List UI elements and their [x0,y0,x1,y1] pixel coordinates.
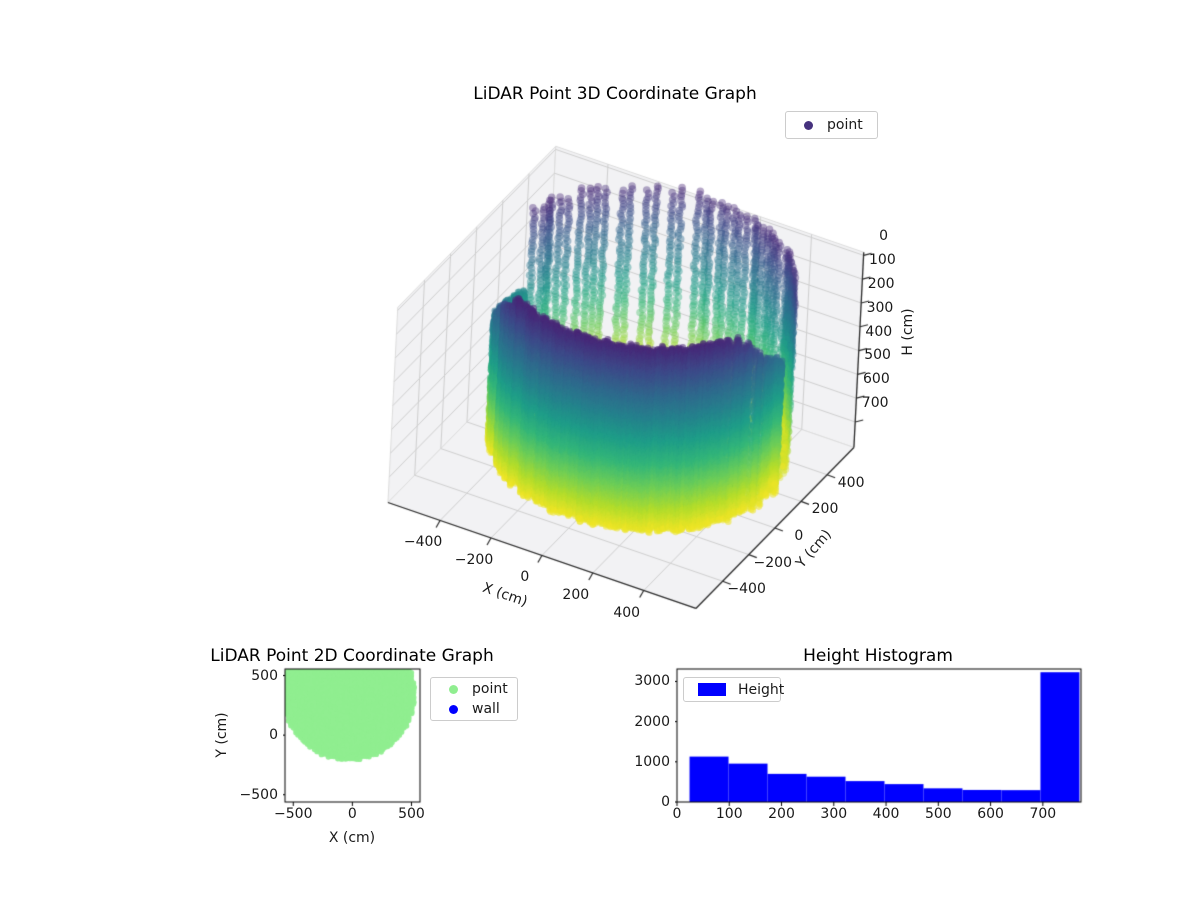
tick-label: 0 [794,527,804,544]
tick-label: −500 [239,786,278,803]
tick-label: 100 [869,252,896,269]
plot2d-legend: point wall [430,677,518,721]
tick-label: 200 [867,275,895,292]
legend-label-wall: wall [472,701,500,717]
tick-label: 700 [1029,806,1057,822]
tick-label: 2000 [634,713,670,730]
legend-label-height: Height [738,681,785,698]
legend-label-point: point [472,681,508,697]
plot3d-legend: point [785,111,878,139]
histogram-title: Height Histogram [803,646,953,666]
tick-label: 500 [251,667,278,684]
legend-row-height: Height [684,680,784,700]
tick-label: 100 [715,806,743,822]
tick-label: −200 [753,554,792,571]
legend-label-point: point [827,117,863,133]
tick-label: 600 [863,371,890,388]
tick-label: 0 [520,569,530,586]
histogram-legend: Height [683,677,784,702]
tick-label: 200 [562,587,590,603]
plot2d-ylabel: Y (cm) [214,712,230,758]
plot3d-canvas [340,120,1000,640]
height-swatch-icon [698,683,726,696]
tick-label: 300 [820,806,848,822]
tick-label: 0 [347,806,357,822]
tick-label: 700 [861,394,889,411]
plot3d-zlabel: H (cm) [900,308,916,356]
tick-label: 0 [879,228,889,245]
tick-label: 1000 [634,753,670,770]
tick-label: 200 [768,806,795,822]
point2d-marker-icon [449,684,458,694]
tick-label: 600 [977,806,1004,822]
plot3d-title: LiDAR Point 3D Coordinate Graph [473,84,757,104]
tick-label: 500 [924,806,952,822]
plot2d-canvas [283,667,425,807]
legend-row-point: point [786,115,877,135]
tick-label: 500 [864,347,891,364]
plot2d-title: LiDAR Point 2D Coordinate Graph [210,646,494,666]
point-marker-icon [804,120,813,130]
tick-label: 0 [661,794,670,810]
legend-row-point: point [431,679,517,699]
plot2d-xlabel: X (cm) [328,830,376,846]
legend-row-wall: wall [431,699,517,719]
tick-label: −400 [403,534,443,551]
tick-label: −500 [274,806,313,822]
tick-label: 500 [398,806,425,822]
tick-label: 0 [269,727,278,744]
tick-label: 3000 [634,673,670,690]
tick-label: 400 [865,323,893,340]
tick-label: 0 [672,806,682,822]
tick-label: 400 [837,474,865,491]
tick-label: −200 [454,551,494,568]
tick-label: 200 [811,501,839,518]
tick-label: 400 [613,604,641,621]
wall-marker-icon [449,704,458,714]
tick-label: −400 [727,581,766,598]
tick-label: 400 [872,806,900,822]
tick-label: 300 [866,299,894,316]
